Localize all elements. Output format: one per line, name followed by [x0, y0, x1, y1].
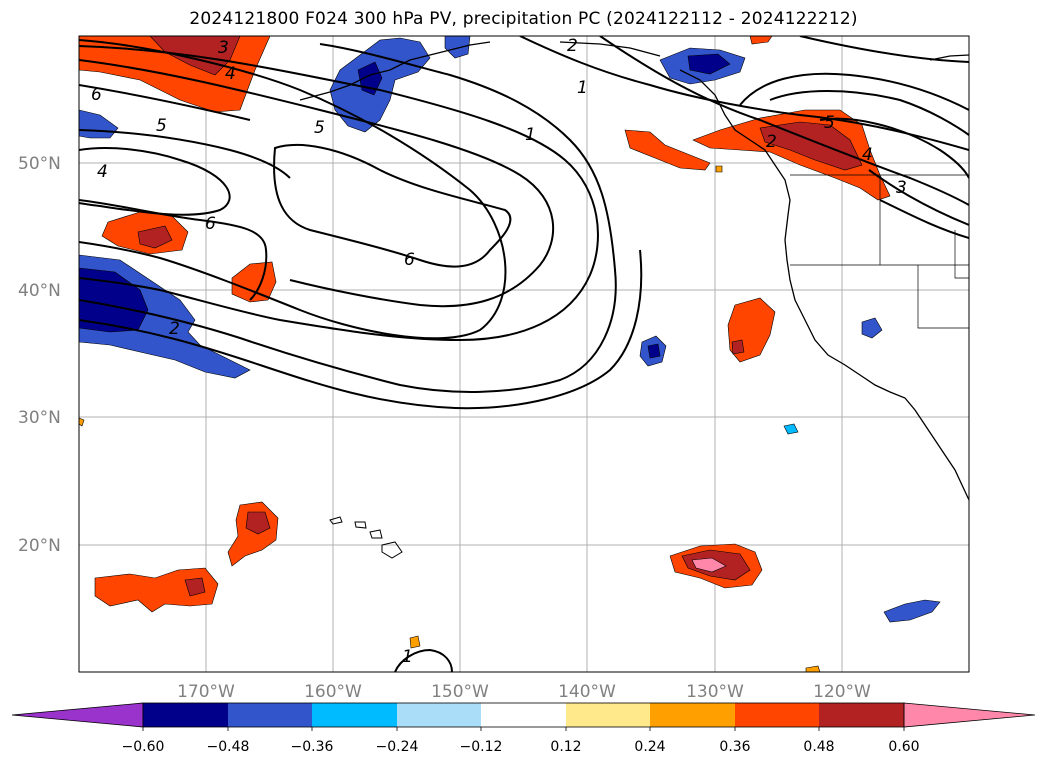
contour-label: 5 [314, 118, 325, 138]
precip-blob [759, 121, 863, 171]
precip-blob [245, 511, 271, 535]
contour-label: 6 [91, 85, 102, 105]
colorbar-extend-low [11, 702, 144, 728]
contour-label: 1 [525, 125, 536, 145]
colorbar-label: −0.12 [460, 739, 503, 755]
contour-label: 1 [577, 78, 588, 98]
colorbar-segment [312, 703, 397, 727]
precip-blob [861, 317, 883, 339]
colorbar-segment [228, 703, 312, 727]
precip-positive-areas [79, 36, 891, 672]
precip-blob [805, 665, 821, 672]
pv-contours [79, 36, 969, 672]
lon-label: 130°W [686, 682, 744, 702]
precip-blob [687, 53, 731, 75]
precip-blob [184, 577, 206, 597]
precip-blob [624, 129, 711, 171]
plot-frame [78, 35, 970, 673]
contour-label: 5 [156, 116, 167, 136]
colorbar-segment [566, 703, 650, 727]
lon-label: 150°W [431, 682, 489, 702]
colorbar-frame [142, 702, 905, 728]
precip-blob [409, 635, 421, 649]
lon-label: 120°W [813, 682, 871, 702]
precip-blob [647, 343, 661, 359]
colorbar-extend-high [903, 702, 1036, 728]
map-title: 2024121800 F024 300 hPa PV, precipitatio… [189, 9, 858, 29]
contour-label: 3 [896, 178, 907, 198]
contour-label: 3 [218, 38, 229, 58]
precip-blob [79, 417, 85, 427]
colorbar-label: −0.48 [207, 739, 250, 755]
longitude-labels: 170°W 160°W 150°W 140°W 130°W 120°W [177, 682, 871, 702]
colorbar-label: 0.24 [634, 739, 665, 755]
lat-label: 20°N [18, 536, 61, 556]
contour-label: 2 [169, 319, 180, 339]
contour-label: 4 [862, 145, 873, 165]
precip-blob [137, 225, 173, 249]
colorbar-segment [481, 703, 566, 727]
precip-blob [692, 109, 891, 201]
lon-label: 160°W [304, 682, 362, 702]
colorbar-label: −0.24 [376, 739, 419, 755]
borders [790, 174, 969, 329]
colorbar-labels: −0.60 −0.48 −0.36 −0.24 −0.12 0.12 0.24 … [122, 739, 920, 755]
lon-label: 140°W [558, 682, 616, 702]
precip-blob [715, 165, 723, 173]
colorbar-label: −0.60 [122, 739, 165, 755]
colorbar-segment [397, 703, 481, 727]
colorbar-segment [819, 703, 904, 727]
precip-blob [94, 567, 219, 613]
colorbar-label: 0.48 [803, 739, 834, 755]
contour-label: 2 [567, 36, 578, 56]
lon-label: 170°W [177, 682, 235, 702]
precip-blob [731, 339, 745, 355]
lat-label: 40°N [18, 281, 61, 301]
precip-blob [691, 557, 727, 573]
precip-blob [883, 599, 941, 623]
precip-blob [749, 36, 773, 45]
colorbar-segment [650, 703, 735, 727]
lat-label: 50°N [18, 154, 61, 174]
precip-blob [783, 423, 799, 435]
contour-label: 5 [824, 113, 835, 133]
latitude-labels: 50°N 40°N 30°N 20°N [18, 154, 61, 556]
colorbar-label: 0.12 [550, 739, 581, 755]
contour-label: 4 [225, 64, 236, 84]
colorbar-label: 0.36 [719, 739, 750, 755]
contour-label: 6 [205, 214, 216, 234]
colorbar-label: −0.36 [291, 739, 334, 755]
contour-label: 6 [404, 250, 415, 270]
contour-labels: 2 1 1 6 5 4 6 6 5 4 3 2 5 3 2 4 1 [91, 36, 907, 667]
coastlines [299, 41, 969, 501]
lat-label: 30°N [18, 408, 61, 428]
contour-label: 1 [402, 647, 413, 667]
colorbar [11, 702, 1036, 731]
precip-blob [444, 36, 471, 59]
contour-label: 4 [97, 162, 108, 182]
hawaii-islands [329, 516, 403, 559]
contour-label: 2 [766, 132, 777, 152]
colorbar-segment [735, 703, 819, 727]
colorbar-label: 0.60 [888, 739, 919, 755]
colorbar-segment [143, 703, 228, 727]
